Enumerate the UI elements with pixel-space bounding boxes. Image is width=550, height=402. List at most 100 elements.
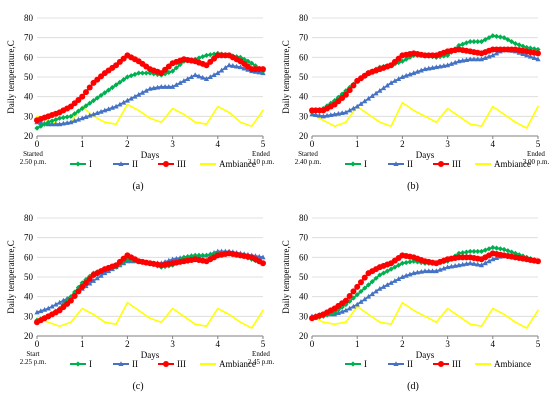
marker-circle (86, 84, 93, 91)
x-tick-label: 4 (491, 339, 496, 349)
marker-diamond (241, 56, 247, 62)
legend-item-i: I (345, 359, 367, 369)
marker-triangle (234, 63, 240, 69)
marker-diamond (482, 37, 488, 43)
legend-label: I (364, 159, 367, 169)
marker-triangle (531, 55, 537, 60)
marker-triangle (154, 84, 161, 90)
marker-triangle (181, 78, 187, 83)
marker-triangle (200, 74, 206, 80)
marker-diamond (117, 79, 123, 85)
marker-circle (163, 161, 169, 167)
legend-item-ambiance: Ambiance (200, 159, 256, 169)
legend-item-i: I (70, 359, 92, 369)
marker-triangle (463, 57, 470, 62)
y-tick-label: 80 (299, 213, 309, 223)
marker-diamond (490, 244, 496, 251)
marker-triangle (422, 268, 428, 274)
x-tick-label: 5 (536, 139, 541, 149)
chart-panel-4: 20 30 40 50 60 70 80 0 1 2 3 4 5 Daily temperature,C D… (281, 213, 541, 392)
marker-triangle (173, 82, 179, 87)
marker-triangle (384, 282, 390, 287)
x-tick-label: 3 (170, 339, 175, 349)
marker-diamond (87, 100, 93, 106)
marker-triangle (388, 80, 394, 85)
marker-triangle (64, 120, 70, 125)
marker-diamond (486, 35, 492, 41)
marker-triangle (72, 118, 78, 123)
marker-triangle (380, 284, 387, 289)
marker-triangle (94, 275, 100, 281)
marker-triangle (98, 108, 104, 114)
marker-diamond (475, 39, 481, 45)
legend-label: I (364, 359, 367, 369)
legend-label: Ambiance (219, 359, 256, 369)
marker-diamond (57, 115, 63, 121)
y-tick-label: 80 (24, 13, 34, 23)
legend-item-iii: III (433, 359, 461, 369)
legend: I II III Ambiance (345, 159, 531, 169)
series-iii (309, 46, 541, 114)
marker-diamond (132, 71, 138, 77)
marker-triangle (83, 114, 89, 119)
marker-diamond (497, 34, 503, 40)
marker-triangle (113, 103, 119, 109)
y-tick-label: 20 (299, 131, 309, 141)
marker-triangle (98, 272, 104, 278)
marker-diamond (350, 161, 356, 167)
marker-triangle (463, 261, 470, 266)
panel-label: (d) (407, 381, 419, 392)
marker-triangle (350, 303, 357, 309)
marker-triangle (313, 112, 319, 118)
y-tick-label: 30 (299, 311, 309, 321)
x-tick-label: 0 (35, 339, 40, 349)
x-tick-label: 4 (216, 339, 221, 349)
marker-diamond (109, 84, 115, 91)
legend: I II III Ambiance (70, 159, 256, 169)
marker-diamond (399, 260, 405, 266)
marker-diamond (170, 68, 176, 74)
marker-triangle (237, 64, 243, 70)
marker-triangle (347, 107, 353, 113)
x-tick-label: 0 (35, 139, 40, 149)
y-tick-label: 20 (24, 131, 34, 141)
marker-triangle (87, 112, 93, 118)
marker-triangle (460, 57, 466, 63)
marker-diamond (362, 285, 368, 291)
legend: I II III Ambiance (345, 359, 531, 369)
marker-diamond (467, 39, 473, 45)
marker-triangle (57, 299, 63, 305)
x-axis-label: Days (141, 350, 160, 360)
marker-triangle (426, 268, 432, 274)
y-tick-label: 30 (24, 111, 34, 121)
end-note-label: Ended (252, 150, 270, 158)
marker-circle (346, 87, 353, 94)
marker-diamond (113, 82, 119, 88)
marker-triangle (369, 93, 375, 99)
y-axis-label: Daily temperature,C (281, 40, 291, 113)
legend-label: I (89, 159, 92, 169)
marker-diamond (75, 161, 81, 167)
marker-triangle (75, 116, 82, 122)
marker-diamond (94, 95, 100, 101)
marker-triangle (158, 84, 164, 89)
marker-circle (535, 50, 541, 57)
marker-triangle (365, 293, 372, 299)
marker-triangle (456, 262, 462, 268)
legend-item-ambiance: Ambiance (475, 159, 531, 169)
marker-triangle (471, 261, 477, 266)
marker-diamond (347, 298, 353, 304)
y-tick-label: 70 (299, 33, 309, 43)
marker-triangle (354, 301, 360, 307)
marker-diamond (411, 258, 417, 264)
marker-triangle (441, 63, 447, 68)
marker-diamond (139, 70, 146, 76)
legend-item-iii: III (158, 159, 186, 169)
marker-diamond (64, 114, 70, 120)
marker-triangle (226, 62, 232, 68)
marker-circle (82, 279, 89, 286)
x-tick-label: 0 (310, 139, 315, 149)
marker-triangle (222, 65, 228, 70)
marker-diamond (41, 121, 48, 127)
